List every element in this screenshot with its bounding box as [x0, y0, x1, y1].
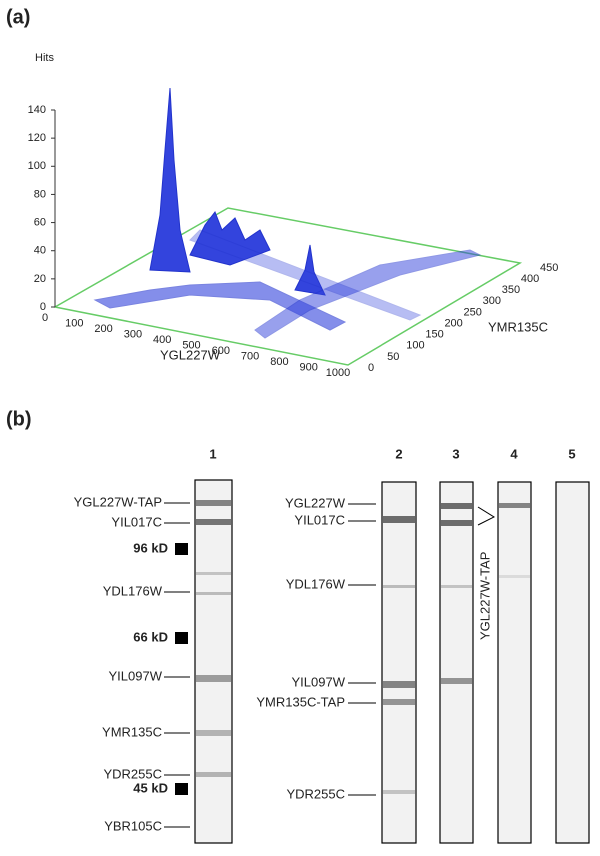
z-tick-label: 120: [28, 132, 46, 144]
protein-label: YIL017C: [294, 512, 345, 527]
z-tick-label: 80: [34, 188, 46, 200]
y-axis-title: YMR135C: [488, 319, 548, 334]
protein-label: YBR105C: [104, 818, 162, 833]
protein-label: YIL097W: [292, 674, 346, 689]
size-marker: 66 kD: [133, 629, 168, 644]
x-axis-title: YGL227W: [160, 347, 221, 362]
x-tick-label: 0: [42, 312, 48, 324]
x-tick-label: 700: [241, 350, 259, 362]
y-tick-label: 50: [387, 351, 399, 363]
protein-label: YDR255C: [286, 786, 345, 801]
z-tick-label: 20: [34, 273, 46, 285]
protein-label: YGL227W: [285, 495, 346, 510]
lane-number: 4: [510, 446, 518, 461]
surface: [93, 87, 482, 339]
z-tick-label: 40: [34, 245, 46, 257]
x-tick-label: 100: [65, 317, 83, 329]
y-tick-label: 0: [368, 362, 374, 374]
size-marker: 45 kD: [133, 780, 168, 795]
size-marker: 96 kD: [133, 540, 168, 555]
lane3-annotation: YGL227W-TAP: [477, 552, 492, 640]
x-tick-label: 300: [124, 328, 142, 340]
lane-number: 2: [395, 446, 402, 461]
x-tick-label: 200: [94, 323, 112, 335]
x-tick-label: 900: [300, 361, 318, 373]
y-tick-label: 200: [444, 317, 462, 329]
protein-label: YDR255C: [103, 766, 162, 781]
z-axis-title: Hits: [35, 52, 54, 64]
protein-label: YGL227W-TAP: [74, 494, 162, 509]
y-tick-label: 250: [464, 306, 482, 318]
bracket: [477, 506, 496, 526]
y-tick-label: 450: [540, 262, 558, 274]
y-tick-label: 100: [406, 340, 424, 352]
protein-label: YIL017C: [111, 514, 162, 529]
protein-label: YIL097W: [109, 668, 163, 683]
bands: [196, 500, 530, 794]
z-tick-label: 60: [34, 216, 46, 228]
y-tick-label: 350: [502, 284, 520, 296]
panel-label: (b): [6, 408, 32, 430]
panel-label: (a): [6, 6, 30, 28]
lane-number: 3: [452, 446, 459, 461]
protein-label: YMR135C: [102, 724, 162, 739]
plot-floor: [52, 207, 523, 366]
marker-block: [175, 632, 188, 644]
x-tick-label: 600: [212, 345, 230, 357]
protein-label: YDL176W: [103, 583, 163, 598]
marker-block: [175, 783, 188, 795]
z-tick-label: 140: [28, 104, 46, 116]
lane-number: 1: [209, 446, 216, 461]
x-tick-label: 400: [153, 334, 171, 346]
marker-block: [175, 543, 188, 555]
y-tick-label: 400: [521, 273, 539, 285]
protein-label: YDL176W: [286, 576, 346, 591]
y-tick-label: 300: [483, 295, 501, 307]
y-tick-label: 150: [425, 329, 443, 341]
z-tick-label: 0: [40, 301, 46, 313]
z-tick-label: 100: [28, 160, 46, 172]
protein-label: YMR135C-TAP: [256, 694, 345, 709]
lane-number: 5: [568, 446, 575, 461]
x-tick-label: 1000: [326, 367, 350, 379]
x-tick-label: 500: [182, 339, 200, 351]
x-tick-label: 800: [270, 356, 288, 368]
gel: [194, 479, 590, 844]
